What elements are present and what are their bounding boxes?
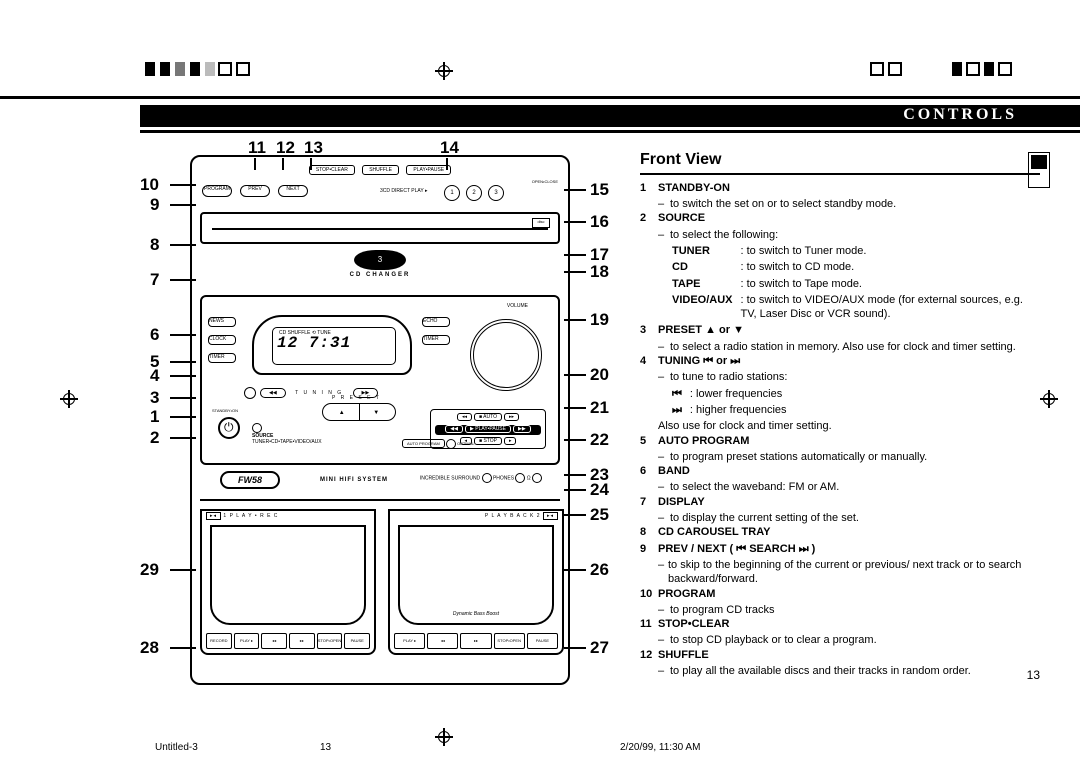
callout-1: 1 — [150, 407, 159, 427]
callout-18: 18 — [590, 262, 609, 282]
callout-21: 21 — [590, 398, 609, 418]
callout-26: 26 — [590, 560, 609, 580]
callout-19: 19 — [590, 310, 609, 330]
callout-4: 4 — [150, 366, 159, 386]
control-item-10: 10PROGRAM — [640, 587, 1040, 601]
control-item-12: 12SHUFFLE — [640, 648, 1040, 662]
reg-crosshair-top — [435, 62, 453, 80]
callout-24: 24 — [590, 480, 609, 500]
registration-bar — [0, 60, 1080, 78]
callout-6: 6 — [150, 325, 159, 345]
control-item-5: 5AUTO PROGRAM — [640, 434, 1040, 448]
page-number: 13 — [1027, 668, 1040, 682]
callout-3: 3 — [150, 388, 159, 408]
reg-crosshair-left — [60, 390, 78, 408]
control-item-6: 6BAND — [640, 464, 1040, 478]
control-item-7: 7DISPLAY — [640, 495, 1040, 509]
control-item-8: 8CD CAROUSEL TRAY — [640, 525, 1040, 539]
callout-13: 13 — [304, 138, 323, 158]
control-item-1: 1STANDBY-ON — [640, 181, 1040, 195]
callout-7: 7 — [150, 270, 159, 290]
callout-10: 10 — [140, 175, 159, 195]
callout-22: 22 — [590, 430, 609, 450]
control-item-11: 11STOP•CLEAR — [640, 617, 1040, 631]
reg-crosshair-bottom — [435, 728, 453, 746]
callout-28: 28 — [140, 638, 159, 658]
callout-27: 27 — [590, 638, 609, 658]
controls-list: Front View 1STANDBY-ON–to switch the set… — [640, 150, 1040, 678]
control-item-9: 9PREV / NEXT ( ⏮ SEARCH ⏭ ) — [640, 542, 1040, 556]
control-item-3: 3PRESET ▲ or ▼ — [640, 323, 1040, 337]
page-tab — [1028, 152, 1050, 188]
callout-9: 9 — [150, 195, 159, 215]
control-item-4: 4TUNING ⏮ or ⏭ — [640, 354, 1040, 368]
callout-2: 2 — [150, 428, 159, 448]
callout-11: 11 — [248, 138, 266, 158]
reg-crosshair-right — [1040, 390, 1058, 408]
section-header: CONTROLS — [895, 105, 1025, 127]
callout-8: 8 — [150, 235, 159, 255]
callout-12: 12 — [276, 138, 295, 158]
callout-20: 20 — [590, 365, 609, 385]
callout-14: 14 — [440, 138, 459, 158]
callout-layer: 1112131410987654312292815161718192021222… — [140, 140, 630, 700]
control-item-2: 2SOURCE — [640, 211, 1040, 225]
section-title: Front View — [640, 150, 1040, 171]
callout-16: 16 — [590, 212, 609, 232]
callout-15: 15 — [590, 180, 609, 200]
callout-29: 29 — [140, 560, 159, 580]
callout-25: 25 — [590, 505, 609, 525]
